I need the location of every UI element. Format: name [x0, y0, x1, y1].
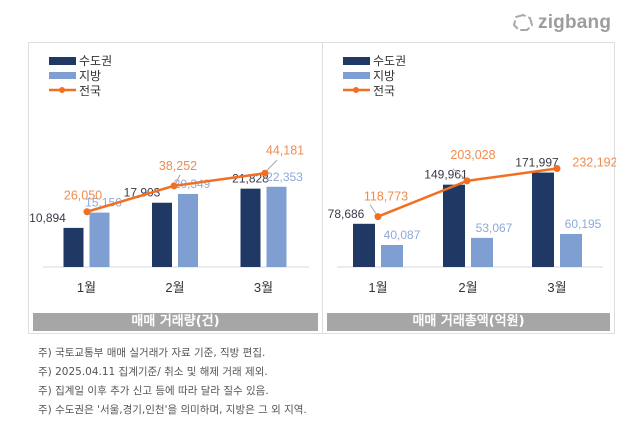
data-label-national: 44,181 [266, 143, 304, 157]
legend-label-regional: 지방 [373, 69, 395, 83]
leader-line [452, 168, 465, 179]
bar-metro [63, 227, 84, 267]
legend-swatch-regional [49, 72, 76, 79]
legend-label-metro: 수도권 [79, 54, 112, 68]
legend-label-metro: 수도권 [373, 54, 406, 68]
data-label-metro: 171,997 [515, 156, 559, 170]
data-label-regional: 40,087 [384, 228, 421, 242]
point-national [374, 213, 382, 221]
legend-marker-national [59, 87, 65, 93]
x-tick-label: 3월 [547, 280, 566, 295]
x-tick-label: 1월 [77, 280, 96, 295]
legend-label-national: 전국 [79, 84, 101, 98]
point-national [83, 208, 91, 216]
point-national [553, 164, 561, 172]
bar-regional [560, 233, 582, 267]
zigbang-logo: zigbang [512, 11, 611, 35]
legend-swatch-regional [343, 72, 370, 79]
point-national [170, 182, 178, 190]
chart-title-amount: 매매 거래총액(억원) [327, 313, 610, 331]
legend-marker-national [353, 87, 359, 93]
leader-line [266, 159, 278, 171]
data-label-metro: 17,903 [124, 186, 161, 200]
footnote: 주) 국토교통부 매매 실거래가 자료 기준, 직방 편집. [38, 347, 266, 359]
chart-volume-svg: 수도권지방전국10,89415,1561월17,90320,3492월21,82… [29, 54, 309, 295]
footnote: 주) 집계일 이후 추가 신고 등에 따라 달라 질수 있음. [38, 385, 269, 397]
data-label-national: 203,028 [450, 148, 495, 162]
bar-metro [353, 223, 375, 267]
bar-regional [89, 212, 110, 267]
data-label-metro: 78,686 [328, 207, 365, 221]
bar-regional [381, 244, 403, 267]
legend-label-regional: 지방 [79, 69, 101, 83]
point-national [463, 177, 471, 185]
data-label-regional: 22,353 [266, 170, 303, 184]
x-tick-label: 2월 [165, 280, 184, 295]
data-label-national: 38,252 [159, 159, 197, 173]
legend-swatch-metro [343, 57, 370, 65]
data-label-metro: 149,961 [424, 168, 468, 182]
bar-metro [152, 202, 172, 267]
footnote: 주) 수도권은 '서울,경기,인천'을 의미하며, 지방은 그 외 지역. [38, 404, 307, 416]
legend-swatch-metro [49, 57, 76, 65]
legend-label-national: 전국 [373, 84, 395, 98]
chart-title-volume: 매매 거래량(건) [33, 313, 318, 331]
data-label-regional: 15,156 [85, 196, 122, 210]
x-tick-label: 3월 [254, 280, 273, 295]
point-national [261, 169, 269, 177]
x-tick-label: 1월 [368, 280, 387, 295]
data-label-national: 26,050 [64, 189, 102, 203]
chart-panel-amount: 수도권 지방 전국 78,686 40,087 1월 149,961 53,067 2월 171,… [322, 42, 616, 334]
zigbang-logo-icon [512, 14, 534, 31]
data-label-regional: 53,067 [476, 221, 513, 235]
bar-regional [178, 193, 198, 267]
bar-metro [240, 188, 261, 267]
logo-text: zigbang [538, 12, 612, 33]
data-label-metro: 10,894 [29, 211, 66, 225]
bar-regional [471, 237, 493, 267]
data-label-regional: 60,195 [565, 217, 602, 231]
bar-metro [443, 184, 465, 267]
chart-panel-volume: 수도권 지방 전국 10,894 15,156 1월 17,903 20,349 2월 21,82… [28, 42, 323, 334]
x-tick-label: 2월 [458, 280, 477, 295]
leader-line [175, 174, 181, 184]
footnotes: 주) 국토교통부 매매 실거래가 자료 기준, 직방 편집. 주) 2025.0… [38, 344, 307, 420]
bar-metro [532, 172, 554, 267]
data-label-national: 118,773 [364, 190, 408, 204]
bar-regional [266, 186, 287, 267]
leader-line [369, 204, 377, 214]
footnote: 주) 2025.04.11 집계기준/ 취소 및 해제 거래 제외. [38, 366, 268, 378]
data-label-national: 232,192 [572, 155, 616, 169]
